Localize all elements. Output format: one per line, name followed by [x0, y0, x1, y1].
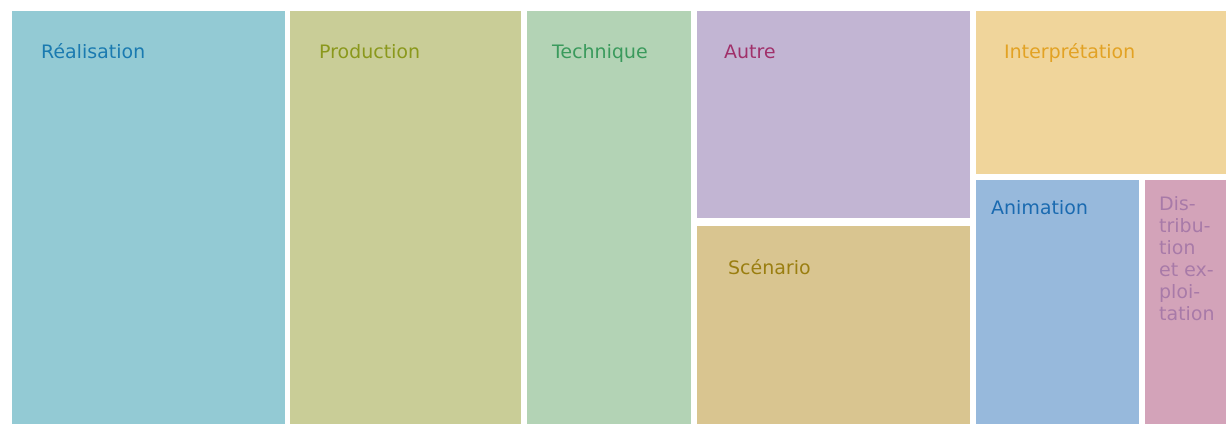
tile: Interprétation: [976, 11, 1226, 174]
label-line: Dis-: [1159, 193, 1196, 215]
tile: Réalisation: [12, 11, 285, 424]
tile-label: Réalisation: [41, 41, 146, 63]
label-line: et ex-: [1159, 259, 1214, 281]
tile: Autre: [697, 11, 970, 218]
tile-label: Production: [319, 41, 421, 63]
tile: Scénario: [697, 226, 970, 424]
tile-label: Autre: [724, 41, 776, 63]
tile: Production: [290, 11, 521, 424]
tile: Animation: [976, 180, 1139, 424]
tile-label: Interprétation: [1004, 41, 1136, 63]
label-line: tion: [1159, 237, 1196, 259]
tile: Technique: [527, 11, 691, 424]
tile-label: Scénario: [728, 257, 811, 279]
tile-label: Animation: [991, 197, 1088, 219]
tile: Dis- tribu- tion et ex- ploi- tation: [1145, 180, 1226, 424]
label-line: tation: [1159, 303, 1215, 325]
label-line: ploi-: [1159, 281, 1201, 303]
tile-label: Dis- tribu- tion et ex- ploi- tation: [1159, 193, 1215, 325]
tile-label: Technique: [552, 41, 648, 63]
label-line: tribu-: [1159, 215, 1211, 237]
